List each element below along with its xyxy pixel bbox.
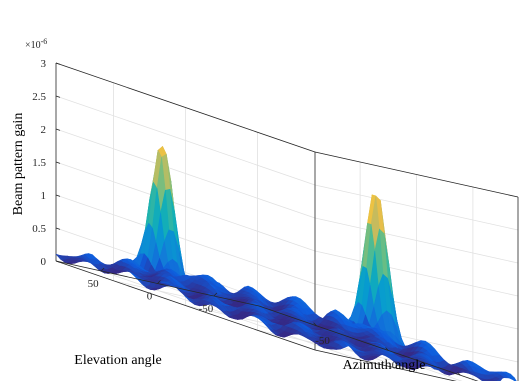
z-tick-mark xyxy=(55,227,61,230)
surface-patch xyxy=(255,292,264,304)
box-edge xyxy=(314,349,457,381)
x-tick-label: 0 xyxy=(392,360,398,372)
z-axis-label: Beam pattern gain xyxy=(11,113,26,216)
box-edge xyxy=(314,151,519,198)
z-tick-mark xyxy=(55,194,61,197)
z-tick-label: 2 xyxy=(41,124,47,136)
x-tick-mark xyxy=(313,322,317,327)
z-tick-mark xyxy=(55,260,61,263)
z-tick-label: 1.5 xyxy=(32,157,46,169)
z-tick-mark xyxy=(55,161,61,164)
y-tick-mark xyxy=(100,267,105,272)
x-tick-mark xyxy=(457,371,461,376)
z-tick-label: 0.5 xyxy=(32,223,46,235)
z-tick-label: 3 xyxy=(41,58,47,70)
z-tick-mark xyxy=(55,128,61,131)
y-tick-label: 0 xyxy=(147,291,153,303)
z-tick-label: 1 xyxy=(41,190,47,202)
box-edge xyxy=(55,62,316,153)
x-tick-label: -50 xyxy=(315,335,330,347)
z-tick-mark xyxy=(55,62,61,65)
surface-mesh xyxy=(55,146,517,381)
y-tick-mark xyxy=(213,292,218,297)
x-tick-mark xyxy=(385,347,389,351)
z-tick-label: 0 xyxy=(41,256,47,268)
y-tick-label: 50 xyxy=(88,278,100,290)
y-axis-label: Elevation angle xyxy=(74,353,161,368)
y-tick-mark xyxy=(157,280,161,284)
x-axis-label: Azimuth angle xyxy=(343,358,426,373)
z-tick-mark xyxy=(55,95,61,98)
y-tick-label: -50 xyxy=(199,303,214,315)
z-tick-label: 2.5 xyxy=(32,91,46,103)
z-exponent-label: ×10-6 xyxy=(25,37,47,51)
box-edge xyxy=(55,260,316,351)
